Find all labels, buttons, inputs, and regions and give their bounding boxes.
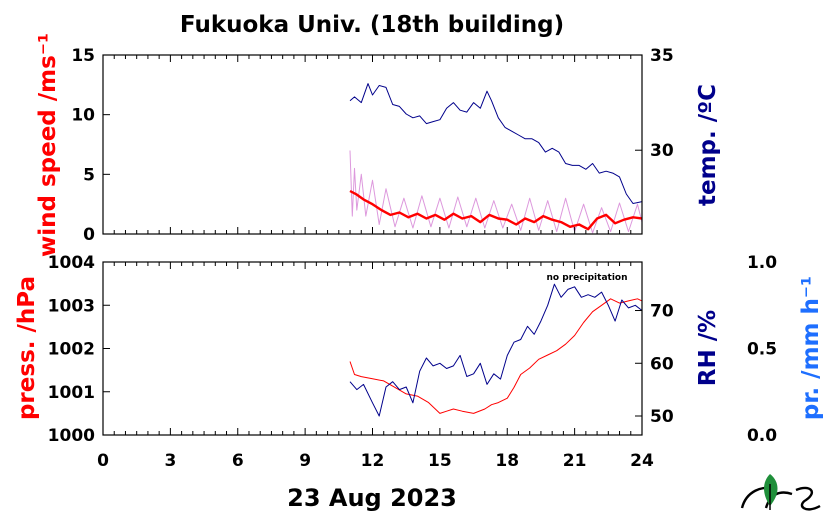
y-right2-tick-label: 0.5	[747, 340, 777, 360]
y-left-tick-label: 1002	[48, 340, 95, 360]
series-layer	[349, 83, 643, 417]
y-left-label-press: press. /hPa	[14, 276, 40, 420]
no-precipitation-note: no precipitation	[546, 273, 627, 283]
y-left-label-wind: wind speed /ms⁻¹	[35, 33, 61, 257]
y-left-tick-label: 1001	[48, 383, 95, 403]
y-right-tick-label: 30	[650, 141, 674, 161]
y-right2-tick-label: 1.0	[747, 253, 777, 273]
x-tick-label: 18	[495, 451, 519, 471]
y-right-tick-label: 60	[650, 354, 674, 374]
y-left-tick-label: 0	[83, 225, 95, 245]
y-left-tick-label: 1004	[48, 253, 95, 273]
series-line-relative-humidity	[349, 283, 643, 417]
y-left-tick-label: 10	[71, 106, 95, 126]
x-tick-label: 9	[299, 451, 311, 471]
x-tick-label: 21	[563, 451, 587, 471]
y-right-tick-label: 70	[650, 302, 674, 322]
series-line-pressure	[349, 298, 643, 414]
series-line-raw	[349, 150, 643, 234]
y-right-label-temp: temp. /ºC	[695, 84, 721, 206]
y-right-tick-label: 35	[650, 46, 674, 66]
x-tick-label: 15	[428, 451, 452, 471]
chart-title: Fukuoka Univ. (18th building)	[180, 12, 564, 38]
y-left-tick-label: 15	[71, 46, 95, 66]
x-tick-label: 0	[97, 451, 109, 471]
ticks-layer: 0 5 10 15 30 35 0 3 6 9 12 15 18 21 24 1000 1001 1002 1003…	[48, 46, 778, 471]
y-left-tick-label: 5	[83, 165, 95, 185]
institution-logo	[740, 474, 821, 511]
x-tick-label: 24	[630, 451, 654, 471]
lower-plot-frame	[102, 261, 643, 436]
y-right2-label-precip: pr. /mm h⁻¹	[798, 276, 824, 420]
y-left-tick-label: 1003	[48, 296, 95, 316]
y-right2-tick-label: 0.0	[747, 426, 777, 446]
x-axis-label: 23 Aug 2023	[287, 484, 457, 512]
series-line-mean	[349, 189, 643, 231]
upper-plot-frame	[102, 54, 643, 235]
y-right-tick-label: 50	[650, 407, 674, 427]
y-right-label-rh: RH /%	[695, 310, 721, 386]
x-tick-label: 12	[361, 451, 385, 471]
y-left-tick-label: 1000	[48, 426, 95, 446]
x-tick-label: 6	[232, 451, 244, 471]
x-tick-label: 3	[164, 451, 176, 471]
series-line-temperature	[349, 83, 643, 204]
